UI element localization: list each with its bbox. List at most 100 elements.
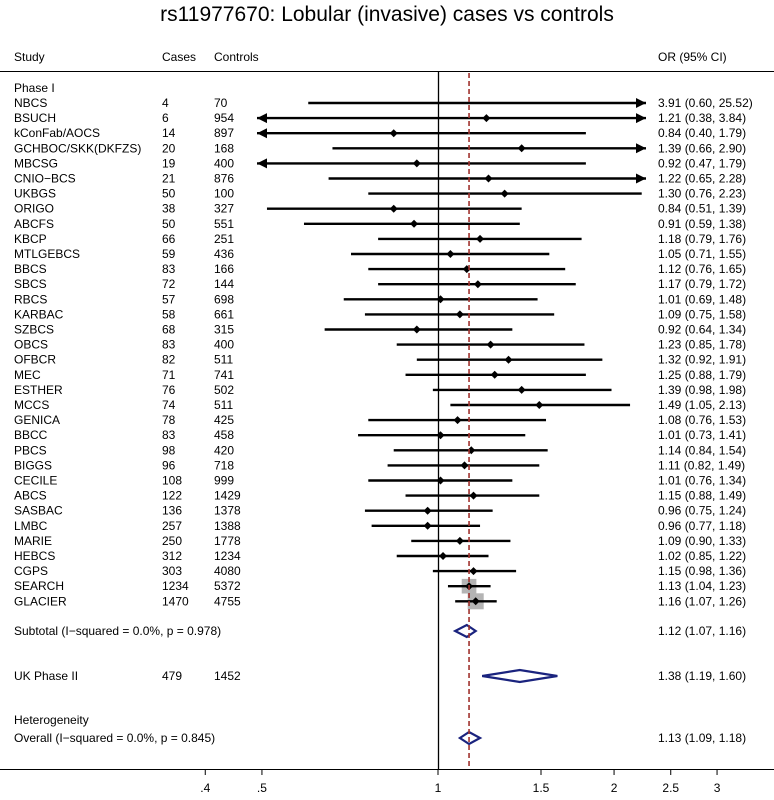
controls-mtlgebcs: 436	[214, 247, 234, 261]
phase2-study-name: UK Phase II	[14, 669, 78, 683]
cases-pbcs: 98	[162, 443, 176, 457]
subtotal-label: Subtotal (I−squared = 0.0%, p = 0.978)	[14, 624, 221, 638]
controls-search: 5372	[214, 579, 241, 593]
cases-ofbcr: 82	[162, 353, 176, 367]
cases-cgps: 303	[162, 564, 182, 578]
cases-genica: 78	[162, 413, 176, 427]
or-ci-glacier: 1.16 (1.07, 1.26)	[658, 594, 746, 608]
cases-ukbgs: 50	[162, 187, 176, 201]
cases-abcfs: 50	[162, 217, 176, 231]
study-name-nbcs: NBCS	[14, 96, 47, 110]
header-cases: Cases	[162, 50, 196, 64]
phase2-diamond	[482, 668, 558, 684]
overall-or-ci: 1.13 (1.09, 1.18)	[658, 731, 746, 745]
controls-sbcs: 144	[214, 277, 234, 291]
study-name-szbcs: SZBCS	[14, 323, 54, 337]
point-estimate-cecile	[436, 476, 445, 485]
chart-title: rs11977670: Lobular (invasive) cases vs …	[160, 3, 614, 26]
cases-esther: 76	[162, 383, 176, 397]
or-ci-sbcs: 1.17 (0.79, 1.72)	[658, 277, 746, 291]
cases-abcs: 122	[162, 489, 182, 503]
point-estimate-genica	[453, 416, 462, 425]
point-estimate-abcs	[469, 491, 478, 500]
study-name-mec: MEC	[14, 368, 41, 382]
study-name-search: SEARCH	[14, 579, 64, 593]
controls-marie: 1778	[214, 534, 241, 548]
header-controls: Controls	[214, 50, 259, 64]
point-estimate-origo	[389, 204, 398, 213]
or-ci-rbcs: 1.01 (0.69, 1.48)	[658, 292, 746, 306]
point-estimate-ukbgs	[500, 189, 509, 198]
controls-cnio-bcs: 876	[214, 172, 234, 186]
cases-kconfab-aocs: 14	[162, 126, 176, 140]
x-tick-label-3: 1.5	[533, 781, 550, 795]
cases-biggs: 96	[162, 458, 176, 472]
point-estimate-rbcs	[436, 295, 445, 304]
study-name-cnio-bcs: CNIO−BCS	[14, 172, 76, 186]
study-name-marie: MARIE	[14, 534, 52, 548]
controls-abcfs: 551	[214, 217, 234, 231]
or-ci-search: 1.13 (1.04, 1.23)	[658, 579, 746, 593]
controls-mec: 741	[214, 368, 234, 382]
or-ci-kbcp: 1.18 (0.79, 1.76)	[658, 232, 746, 246]
study-name-mccs: MCCS	[14, 398, 49, 412]
or-ci-ofbcr: 1.32 (0.92, 1.91)	[658, 353, 746, 367]
or-ci-nbcs: 3.91 (0.60, 25.52)	[658, 96, 753, 110]
point-estimate-ofbcr	[504, 355, 513, 364]
point-estimate-mec	[490, 370, 499, 379]
cases-bsuch: 6	[162, 111, 169, 125]
or-ci-bbcc: 1.01 (0.73, 1.41)	[658, 428, 746, 442]
controls-kconfab-aocs: 897	[214, 126, 234, 140]
controls-mccs: 511	[214, 398, 233, 412]
study-name-cgps: CGPS	[14, 564, 48, 578]
rows-layer: NBCS 4 70 3.91 (0.60, 25.52) BSUCH 6 954 1.21 (…	[14, 96, 753, 746]
header-study: Study	[14, 50, 45, 64]
x-tick-label-0: .4	[200, 781, 210, 795]
cases-gchboc-skk-dkfzs: 20	[162, 141, 176, 155]
group-label-phase-1: Phase I	[14, 81, 55, 95]
phase2-controls: 1452	[214, 669, 241, 683]
point-estimate-lmbc	[423, 521, 432, 530]
point-estimate-esther	[517, 385, 526, 394]
point-estimate-mbcsg	[412, 159, 421, 168]
study-name-glacier: GLACIER	[14, 594, 67, 608]
study-name-pbcs: PBCS	[14, 443, 47, 457]
point-estimate-mccs	[535, 401, 544, 409]
or-ci-cnio-bcs: 1.22 (0.65, 2.28)	[658, 172, 746, 186]
study-name-abcfs: ABCFS	[14, 217, 54, 231]
controls-cecile: 999	[214, 474, 234, 488]
controls-gchboc-skk-dkfzs: 168	[214, 141, 234, 155]
study-name-mbcsg: MBCSG	[14, 156, 58, 170]
x-tick-label-4: 2	[611, 781, 618, 795]
study-name-bsuch: BSUCH	[14, 111, 56, 125]
point-estimate-hebcs	[439, 552, 448, 560]
point-estimate-bsuch	[482, 114, 491, 123]
study-name-rbcs: RBCS	[14, 292, 47, 306]
or-ci-biggs: 1.11 (0.82, 1.49)	[658, 458, 745, 472]
or-ci-abcfs: 0.91 (0.59, 1.38)	[658, 217, 746, 231]
point-estimate-abcfs	[410, 219, 419, 228]
cases-glacier: 1470	[162, 594, 189, 608]
controls-karbac: 661	[214, 307, 234, 321]
study-name-kbcp: KBCP	[14, 232, 47, 246]
point-estimate-cnio-bcs	[484, 174, 493, 183]
controls-sasbac: 1378	[214, 504, 241, 518]
or-ci-cecile: 1.01 (0.76, 1.34)	[658, 474, 746, 488]
study-name-karbac: KARBAC	[14, 307, 64, 321]
or-ci-obcs: 1.23 (0.85, 1.78)	[658, 338, 746, 352]
or-ci-cgps: 1.15 (0.98, 1.36)	[658, 564, 746, 578]
study-name-sbcs: SBCS	[14, 277, 47, 291]
point-estimate-karbac	[455, 310, 464, 319]
controls-esther: 502	[214, 383, 234, 397]
cases-szbcs: 68	[162, 323, 176, 337]
controls-lmbc: 1388	[214, 519, 241, 533]
ci-arrow-right-gchboc-skk-dkfzs	[636, 143, 646, 154]
point-estimate-gchboc-skk-dkfzs	[517, 144, 526, 153]
controls-hebcs: 1234	[214, 549, 241, 563]
or-ci-sasbac: 0.96 (0.75, 1.24)	[658, 504, 746, 518]
or-ci-karbac: 1.09 (0.75, 1.58)	[658, 307, 746, 321]
study-name-bbcc: BBCC	[14, 428, 48, 442]
cases-kbcp: 66	[162, 232, 176, 246]
study-name-kconfab-aocs: kConFab/AOCS	[14, 126, 100, 140]
study-name-cecile: CECILE	[14, 474, 57, 488]
